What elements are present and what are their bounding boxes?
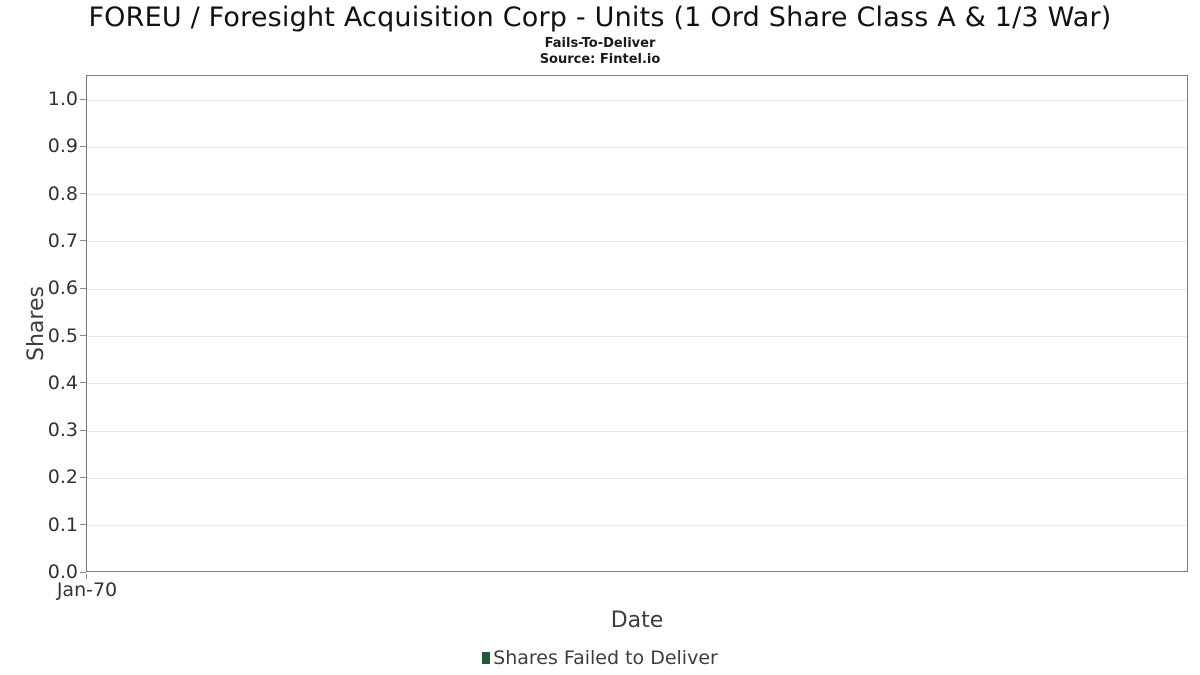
gridline [87, 146, 1187, 148]
y-tick-label: 0.4 [47, 371, 78, 394]
y-tick-mark [80, 145, 86, 147]
plot-area [86, 75, 1188, 572]
legend-swatch-icon [482, 652, 491, 664]
y-tick-label: 0.1 [47, 513, 78, 536]
gridline [87, 288, 1187, 290]
y-tick-mark [80, 476, 86, 478]
gridline [87, 430, 1187, 432]
y-tick-mark [80, 429, 86, 431]
y-tick-label: 0.3 [47, 419, 78, 442]
y-tick-label: 0.8 [47, 182, 78, 205]
y-tick-mark [80, 335, 86, 336]
y-tick-label: 0.7 [47, 229, 78, 252]
y-tick-label: 0.0 [47, 561, 78, 583]
gridline [87, 477, 1187, 479]
y-tick-mark [80, 524, 86, 526]
y-tick-label: 0.9 [47, 135, 78, 158]
chart-source-label: Source: Fintel.io [539, 52, 661, 67]
y-tick-label: 0.5 [47, 324, 78, 347]
gridline [87, 336, 1187, 337]
y-tick-mark [80, 287, 86, 289]
x-tick-label: Jan-70 [56, 579, 118, 601]
gridline [87, 383, 1187, 385]
legend-item-shares-failed[interactable]: Shares Failed to Deliver [482, 646, 718, 670]
y-axis-label: Shares [24, 286, 49, 361]
y-tick-label: 0.2 [47, 466, 78, 489]
legend-item-label: Shares Failed to Deliver [493, 647, 718, 669]
gridline [87, 99, 1187, 101]
y-tick-mark [80, 571, 86, 573]
x-tick-mark [86, 574, 87, 579]
y-tick-label: 1.0 [47, 88, 78, 110]
gridline [87, 241, 1187, 243]
y-tick-mark [80, 193, 86, 195]
x-axis-label: Date [610, 608, 664, 633]
y-tick-mark [80, 98, 86, 100]
chart-subtitle: Fails-To-Deliver [544, 36, 656, 51]
chart-title: FOREU / Foresight Acquisition Corp - Uni… [88, 2, 1112, 33]
chart-area: 0.0 0.1 0.2 0.3 0.4 0.5 0.6 0.7 0.8 0.9 1.0 Shares… [0, 75, 1200, 601]
y-tick-mark [80, 382, 86, 384]
gridline [87, 525, 1187, 527]
chart-legend: Shares Failed to Deliver [0, 646, 1200, 670]
y-tick-label: 0.6 [47, 277, 78, 300]
y-tick-mark [80, 240, 86, 242]
gridline [87, 194, 1187, 196]
